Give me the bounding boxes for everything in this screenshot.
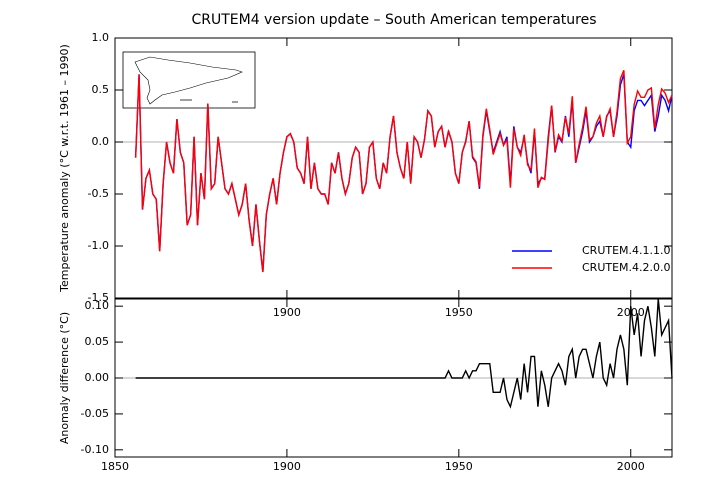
y-axis-label: Anomaly difference (°C) <box>58 312 71 444</box>
x-tick-label: 1900 <box>273 460 301 473</box>
x-tick-label: 1950 <box>445 306 473 319</box>
y-tick-label: 0.10 <box>85 299 110 312</box>
y-tick-label: 0.00 <box>85 371 110 384</box>
y-tick-label: -0.5 <box>88 187 109 200</box>
y-tick-label: -0.05 <box>81 407 109 420</box>
plot-frame <box>114 37 673 299</box>
y-tick-label: -1.5 <box>88 291 109 304</box>
y-tick-label: -1.0 <box>88 239 109 252</box>
inset-map <box>122 51 256 109</box>
x-tick-label: 2000 <box>617 460 645 473</box>
y-tick-label: 0.05 <box>85 335 110 348</box>
y-tick-label: 1.0 <box>92 31 110 44</box>
y-tick-label: 0.5 <box>92 83 110 96</box>
data-line <box>134 69 673 273</box>
chart-title: CRUTEM4 version update – South American … <box>191 12 596 28</box>
y-axis-label: Temperature anomaly (°C w.r.t. 1961 – 19… <box>58 44 71 293</box>
y-tick-label: 0.0 <box>92 135 110 148</box>
x-tick-label: 1850 <box>101 460 129 473</box>
legend-label: CRUTEM.4.2.0.0 <box>582 261 671 274</box>
legend-label: CRUTEM.4.1.1.0 <box>582 244 671 257</box>
data-line <box>135 298 673 409</box>
x-tick-label: 1900 <box>273 306 301 319</box>
x-tick-label: 1950 <box>445 460 473 473</box>
y-tick-label: -0.10 <box>81 443 109 456</box>
